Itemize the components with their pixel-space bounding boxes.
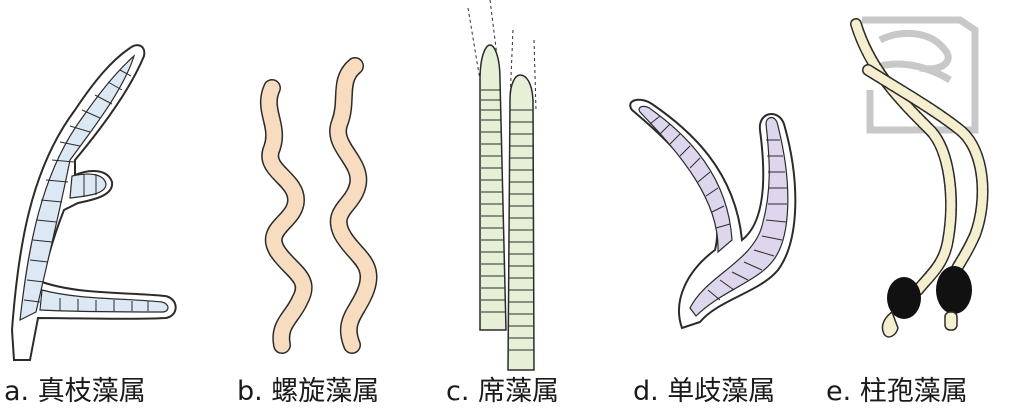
panel-d-filament (629, 98, 797, 330)
caption-b: b. 螺旋藻属 (237, 376, 380, 407)
panel-e-trichome-right-fill (863, 65, 988, 277)
panel-e-filaments (850, 16, 989, 338)
panel-d-trichome-right (689, 116, 789, 317)
panel-c-trichome-left (479, 44, 507, 331)
panel-b-trichome-right-fill (330, 58, 376, 353)
caption-d: d. 单歧藻属 (633, 376, 776, 407)
panel-e-heterocyst-left (881, 310, 899, 338)
panel-a-cell-walls (23, 69, 149, 311)
panel-a-trichome-branch2 (39, 289, 169, 313)
panel-c-cell-walls (481, 89, 534, 351)
panel-e-spore-right (936, 266, 972, 314)
caption-e: e. 柱孢藻属 (826, 376, 968, 407)
panel-e-spore-left (887, 277, 921, 319)
panel-d-cell-walls (649, 115, 787, 301)
panel-b-trichome-left-fill (261, 80, 312, 353)
panel-a-trichome-branch1 (69, 173, 107, 199)
panel-e-heterocyst-right (944, 311, 958, 331)
panel-b-filaments (259, 57, 378, 354)
panel-a-sheath-main (10, 44, 177, 361)
panel-c-trichome-right (507, 74, 535, 371)
caption-c: c. 席藻属 (446, 376, 560, 407)
panel-a-filament (10, 44, 177, 361)
panel-d-trichome-left (638, 105, 733, 254)
caption-a: a. 真枝藻属 (4, 376, 146, 407)
panel-a-trichome-main (19, 54, 136, 322)
panel-c-filaments (467, 0, 537, 371)
